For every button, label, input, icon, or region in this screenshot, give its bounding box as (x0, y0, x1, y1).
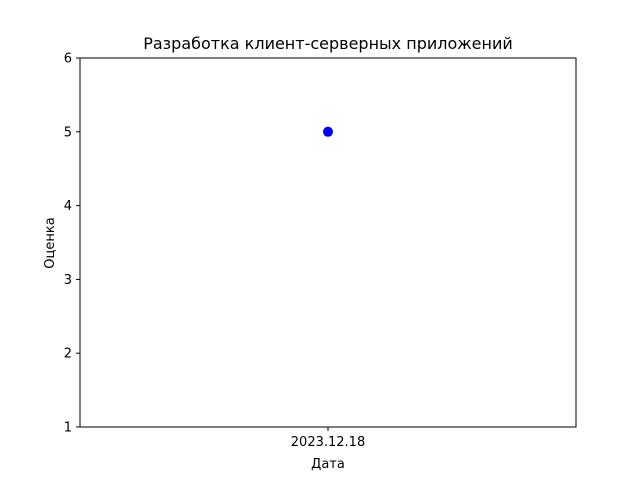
x-tick-label: 2023.12.18 (291, 435, 365, 450)
x-axis-label: Дата (311, 457, 345, 472)
y-tick-label: 4 (64, 199, 72, 214)
y-tick-label: 2 (64, 347, 72, 362)
x-axis: 2023.12.18 (291, 427, 365, 450)
data-point (323, 126, 333, 137)
y-axis-label: Оценка (43, 217, 58, 268)
y-tick-label: 3 (64, 273, 72, 288)
y-axis: 1 2 3 4 5 6 (64, 52, 80, 436)
y-tick-label: 1 (64, 421, 72, 436)
chart-title: Разработка клиент-серверных приложений (143, 34, 513, 53)
data-points (323, 126, 333, 137)
y-tick-label: 6 (64, 52, 72, 67)
y-tick-label: 5 (64, 125, 72, 140)
